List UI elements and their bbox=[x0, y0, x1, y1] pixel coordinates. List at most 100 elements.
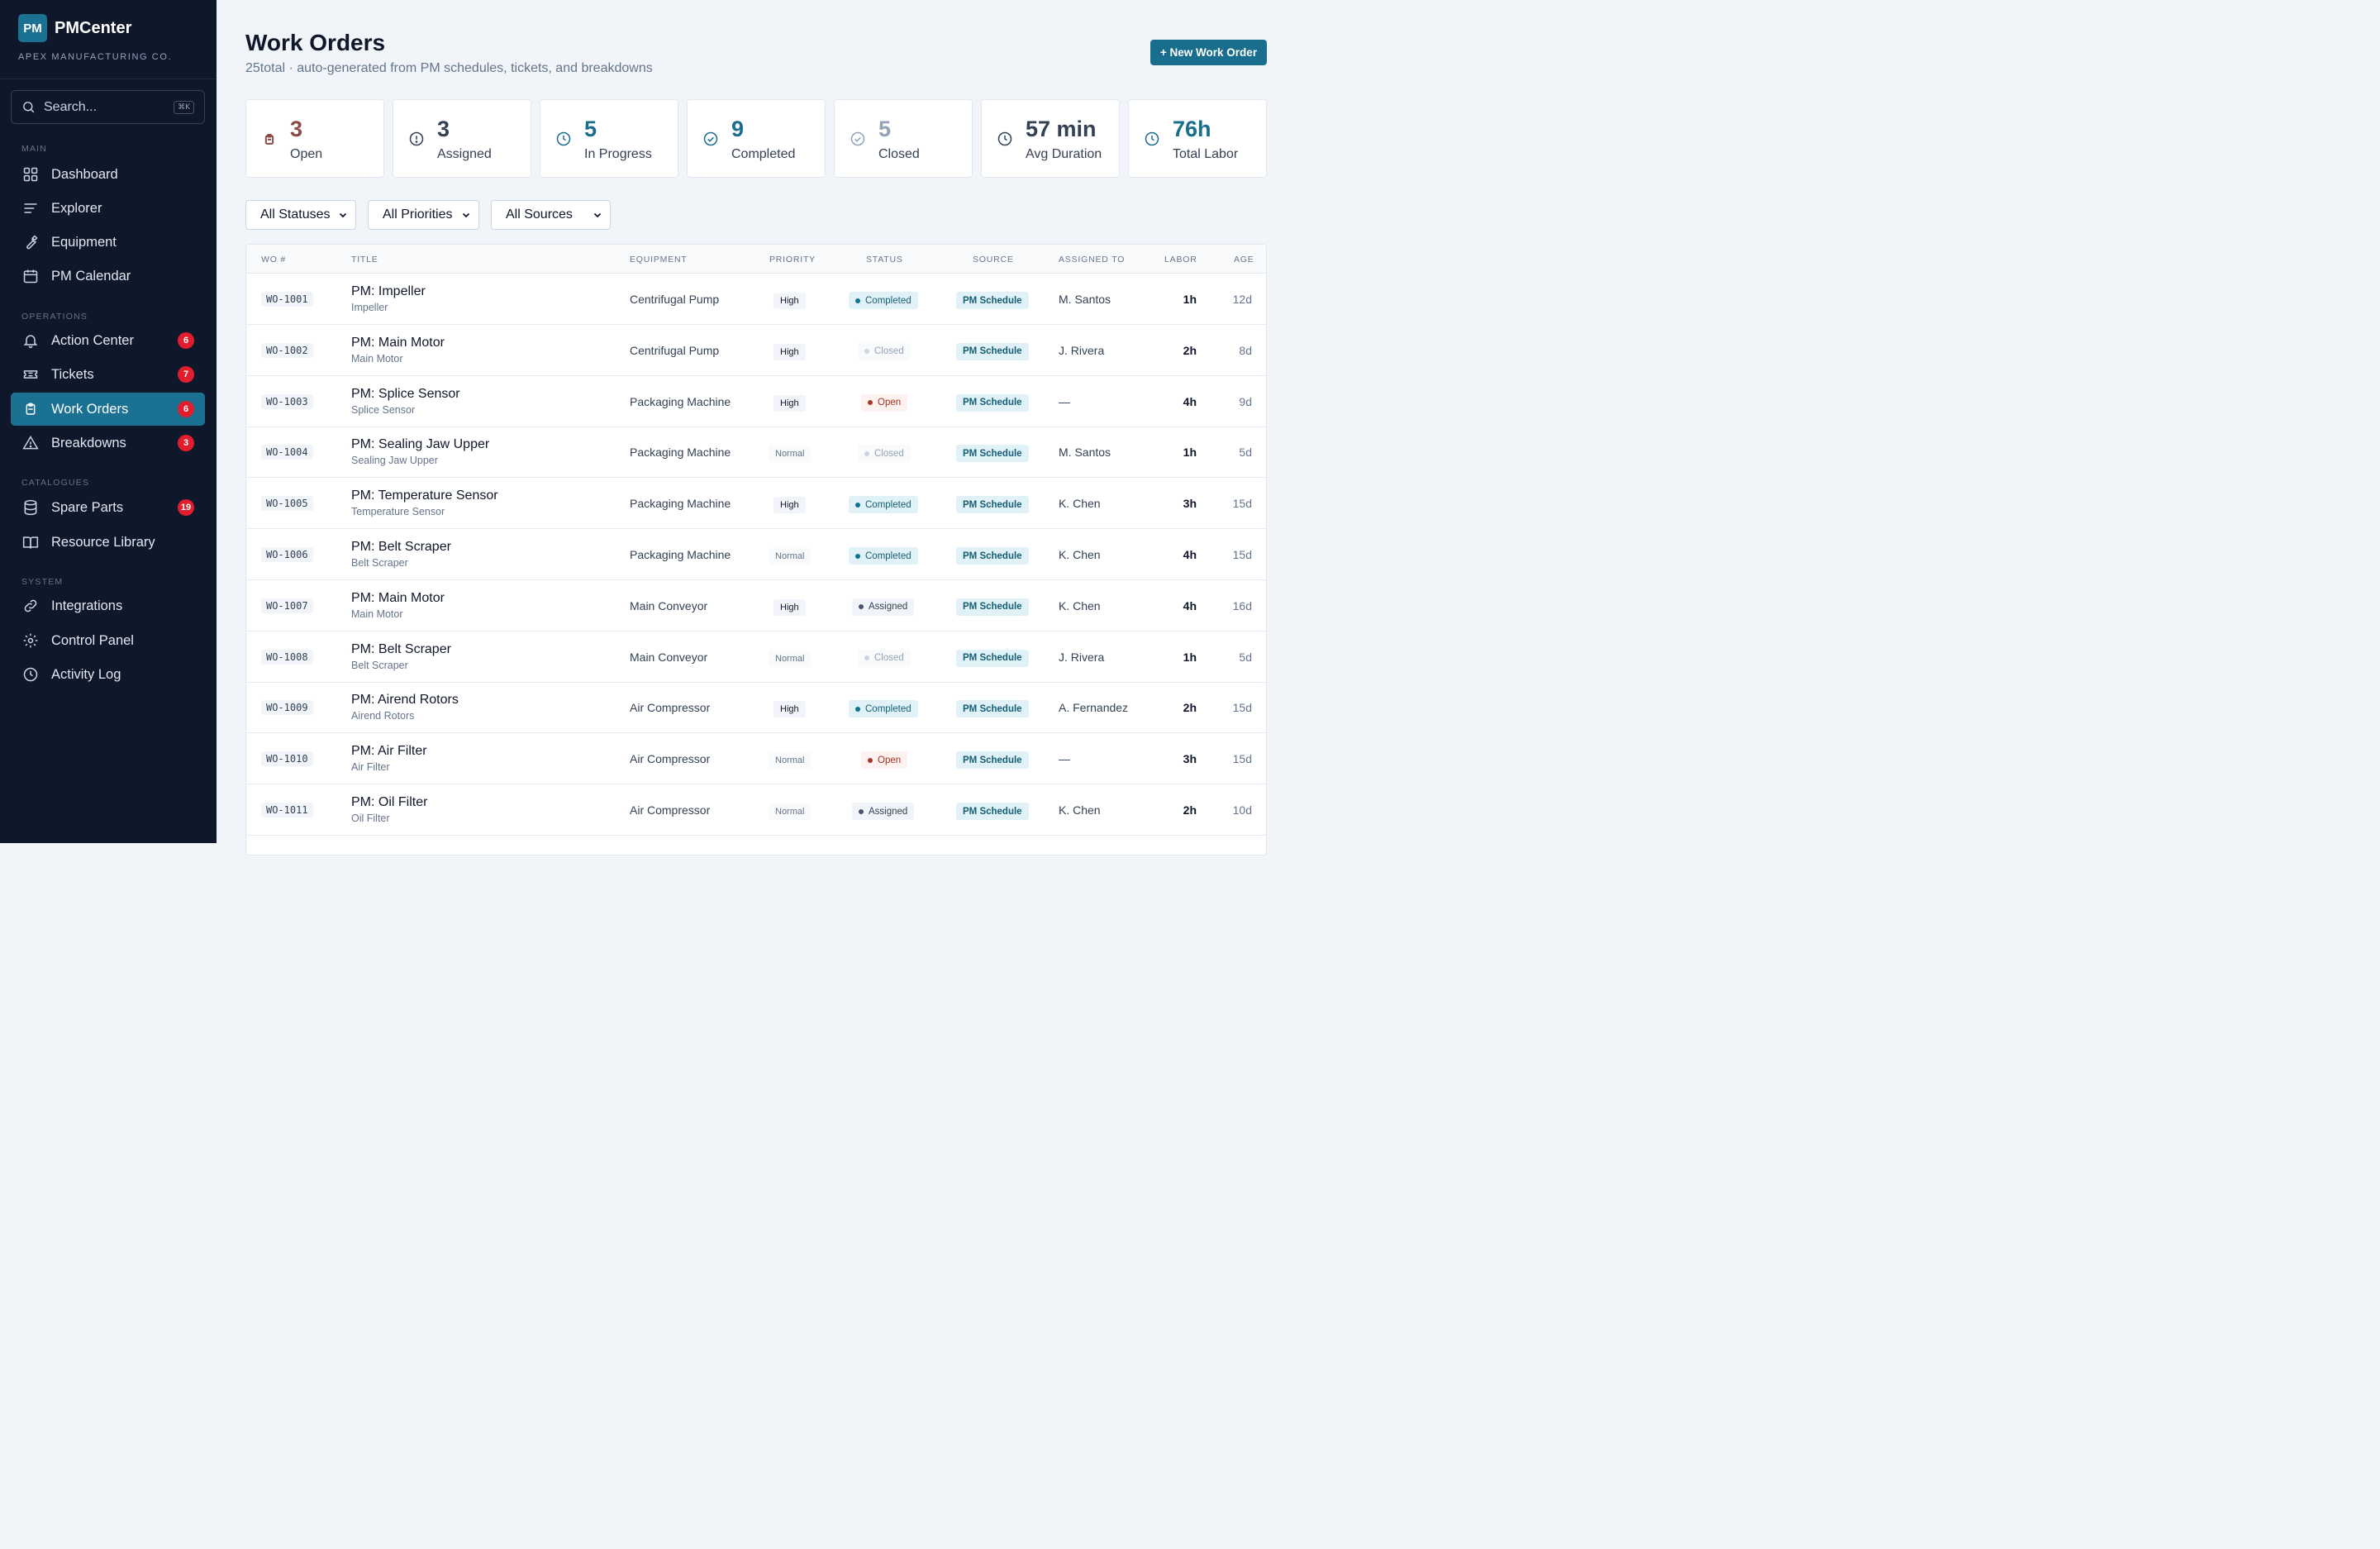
assignee: K. Chen bbox=[1059, 803, 1101, 817]
sidebar-item-dashboard[interactable]: Dashboard bbox=[11, 158, 205, 191]
labor-hours: 2h bbox=[1183, 701, 1197, 715]
wo-title[interactable]: PM: Airend Rotors bbox=[351, 693, 459, 708]
wo-title[interactable]: PM: Temperature Sensor bbox=[351, 489, 498, 503]
table-row[interactable]: WO-1011 PM: Oil Filter Oil Filter Air Compr… bbox=[246, 784, 1266, 836]
sidebar-item-integrations[interactable]: Integrations bbox=[11, 589, 205, 622]
wo-number[interactable]: WO-1002 bbox=[261, 342, 313, 358]
column-header-age[interactable]: AGE bbox=[1234, 255, 1254, 265]
sidebar-item-equipment[interactable]: Equipment bbox=[11, 226, 205, 259]
column-header-priority[interactable]: PRIORITY bbox=[769, 255, 816, 265]
stat-card-closed[interactable]: 5 Closed bbox=[834, 99, 973, 178]
search-input[interactable]: Search... ⌘K bbox=[11, 90, 205, 124]
wo-number[interactable]: WO-1010 bbox=[261, 751, 313, 767]
status-dot bbox=[868, 757, 873, 763]
table-row[interactable]: WO-1008 PM: Belt Scraper Belt Scraper Main … bbox=[246, 632, 1266, 683]
stat-value: 5 bbox=[878, 117, 892, 141]
stat-card-assigned[interactable]: 3 Assigned bbox=[393, 99, 531, 178]
table-row[interactable]: WO-1007 PM: Main Motor Main Motor Main Conv… bbox=[246, 580, 1266, 632]
table-row[interactable]: WO-1004 PM: Sealing Jaw Upper Sealing Jaw … bbox=[246, 427, 1266, 479]
wo-number[interactable]: WO-1008 bbox=[261, 649, 313, 665]
table-row[interactable]: WO-1001 PM: Impeller Impeller Centrifugal P… bbox=[246, 274, 1266, 325]
sidebar: PM PMCenter APEX MANUFACTURING CO. Searc… bbox=[0, 0, 217, 843]
column-header-assigned-to[interactable]: ASSIGNED TO bbox=[1059, 255, 1126, 265]
wo-age: 12d bbox=[1232, 293, 1252, 306]
wo-title[interactable]: PM: Air Filter bbox=[351, 744, 427, 759]
assignee: A. Fernandez bbox=[1059, 701, 1129, 715]
column-header-source[interactable]: SOURCE bbox=[973, 255, 1014, 265]
wo-title[interactable]: PM: Splice Sensor bbox=[351, 386, 460, 401]
stat-card-completed[interactable]: 9 Completed bbox=[687, 99, 826, 178]
stat-card-open[interactable]: 3 Open bbox=[245, 99, 384, 178]
company-name: APEX MANUFACTURING CO. bbox=[18, 52, 173, 62]
table-row[interactable]: WO-1005 PM: Temperature Sensor Temperature… bbox=[246, 478, 1266, 530]
priority-badge: Normal bbox=[769, 548, 812, 565]
table-row[interactable]: WO-1009 PM: Airend Rotors Airend Rotors Air… bbox=[246, 682, 1266, 734]
status-badge: Completed bbox=[849, 496, 918, 514]
table-row[interactable]: WO-1003 PM: Splice Sensor Splice Sensor Pac… bbox=[246, 376, 1266, 427]
wo-number[interactable]: WO-1001 bbox=[261, 292, 313, 307]
sidebar-item-pm-calendar[interactable]: PM Calendar bbox=[11, 260, 205, 293]
sidebar-item-tickets[interactable]: Tickets 7 bbox=[11, 358, 205, 391]
priority-filter[interactable]: All Priorities bbox=[368, 200, 479, 230]
wo-number[interactable]: WO-1004 bbox=[261, 445, 313, 460]
wo-title[interactable]: PM: Oil Filter bbox=[351, 795, 428, 809]
labor-hours: 4h bbox=[1183, 394, 1197, 408]
wo-title[interactable]: PM: Main Motor bbox=[351, 590, 445, 605]
table-row[interactable]: WO-1006 PM: Belt Scraper Belt Scraper Packa… bbox=[246, 529, 1266, 580]
column-header-equipment[interactable]: EQUIPMENT bbox=[630, 255, 688, 265]
sidebar-item-work-orders[interactable]: Work Orders 6 bbox=[11, 393, 205, 426]
sidebar-item-breakdowns[interactable]: Breakdowns 3 bbox=[11, 427, 205, 460]
wo-number[interactable]: WO-1006 bbox=[261, 547, 313, 562]
database-icon bbox=[21, 498, 40, 517]
stat-card-in-progress[interactable]: 5 In Progress bbox=[540, 99, 678, 178]
list-icon bbox=[21, 199, 40, 217]
gear-icon bbox=[21, 632, 40, 650]
wo-number[interactable]: WO-1005 bbox=[261, 496, 313, 512]
wo-component: Airend Rotors bbox=[351, 710, 415, 722]
column-header-labor[interactable]: LABOR bbox=[1164, 255, 1197, 265]
table-row[interactable]: WO-1002 PM: Main Motor Main Motor Centrifug… bbox=[246, 325, 1266, 376]
stat-label: Avg Duration bbox=[1026, 147, 1102, 161]
sidebar-item-control-panel[interactable]: Control Panel bbox=[11, 624, 205, 657]
wo-title[interactable]: PM: Sealing Jaw Upper bbox=[351, 437, 490, 452]
table-row[interactable]: WO-1010 PM: Air Filter Air Filter Air Compr… bbox=[246, 733, 1266, 785]
nav-section-system: SYSTEM bbox=[21, 577, 64, 587]
main-content: Work Orders 25total · auto-generated fro… bbox=[217, 0, 1296, 856]
clock-icon bbox=[1145, 131, 1159, 146]
source-filter[interactable]: All Sources bbox=[491, 200, 611, 230]
wo-number[interactable]: WO-1003 bbox=[261, 393, 313, 409]
column-header-wo[interactable]: WO # bbox=[261, 255, 287, 265]
warning-icon bbox=[21, 434, 40, 452]
assignee: K. Chen bbox=[1059, 548, 1101, 561]
link-icon bbox=[21, 597, 40, 615]
brand-logo[interactable]: PM bbox=[18, 14, 47, 42]
wo-title[interactable]: PM: Main Motor bbox=[351, 335, 445, 350]
column-header-status[interactable]: STATUS bbox=[866, 255, 903, 265]
labor-hours: 3h bbox=[1183, 752, 1197, 766]
assignee: J. Rivera bbox=[1059, 650, 1105, 664]
column-header-title[interactable]: TITLE bbox=[351, 255, 378, 265]
new-work-order-button[interactable]: + New Work Order bbox=[1150, 40, 1267, 65]
sidebar-item-label: Breakdowns bbox=[51, 435, 126, 450]
stat-card-total-labor[interactable]: 76h Total Labor bbox=[1128, 99, 1267, 178]
sidebar-item-resource-library[interactable]: Resource Library bbox=[11, 526, 205, 559]
sidebar-item-spare-parts[interactable]: Spare Parts 19 bbox=[11, 491, 205, 524]
status-filter[interactable]: All Statuses bbox=[245, 200, 356, 230]
wo-title[interactable]: PM: Impeller bbox=[351, 284, 426, 298]
stat-card-avg-duration[interactable]: 57 min Avg Duration bbox=[981, 99, 1120, 178]
wo-number[interactable]: WO-1011 bbox=[261, 803, 313, 817]
sidebar-item-explorer[interactable]: Explorer bbox=[11, 192, 205, 225]
brand-name[interactable]: PMCenter bbox=[55, 18, 132, 37]
wo-title[interactable]: PM: Belt Scraper bbox=[351, 540, 451, 554]
clock-icon bbox=[556, 131, 571, 146]
equipment-name: Main Conveyor bbox=[630, 598, 708, 612]
wo-number[interactable]: WO-1007 bbox=[261, 598, 313, 613]
status-label: Closed bbox=[874, 653, 904, 664]
notification-badge: 3 bbox=[178, 435, 194, 451]
source-filter-value: All Sources bbox=[506, 207, 573, 222]
wo-title[interactable]: PM: Belt Scraper bbox=[351, 641, 451, 656]
status-label: Closed bbox=[874, 448, 904, 459]
sidebar-item-activity-log[interactable]: Activity Log bbox=[11, 658, 205, 691]
sidebar-item-action-center[interactable]: Action Center 6 bbox=[11, 324, 205, 357]
wo-number[interactable]: WO-1009 bbox=[261, 700, 313, 716]
